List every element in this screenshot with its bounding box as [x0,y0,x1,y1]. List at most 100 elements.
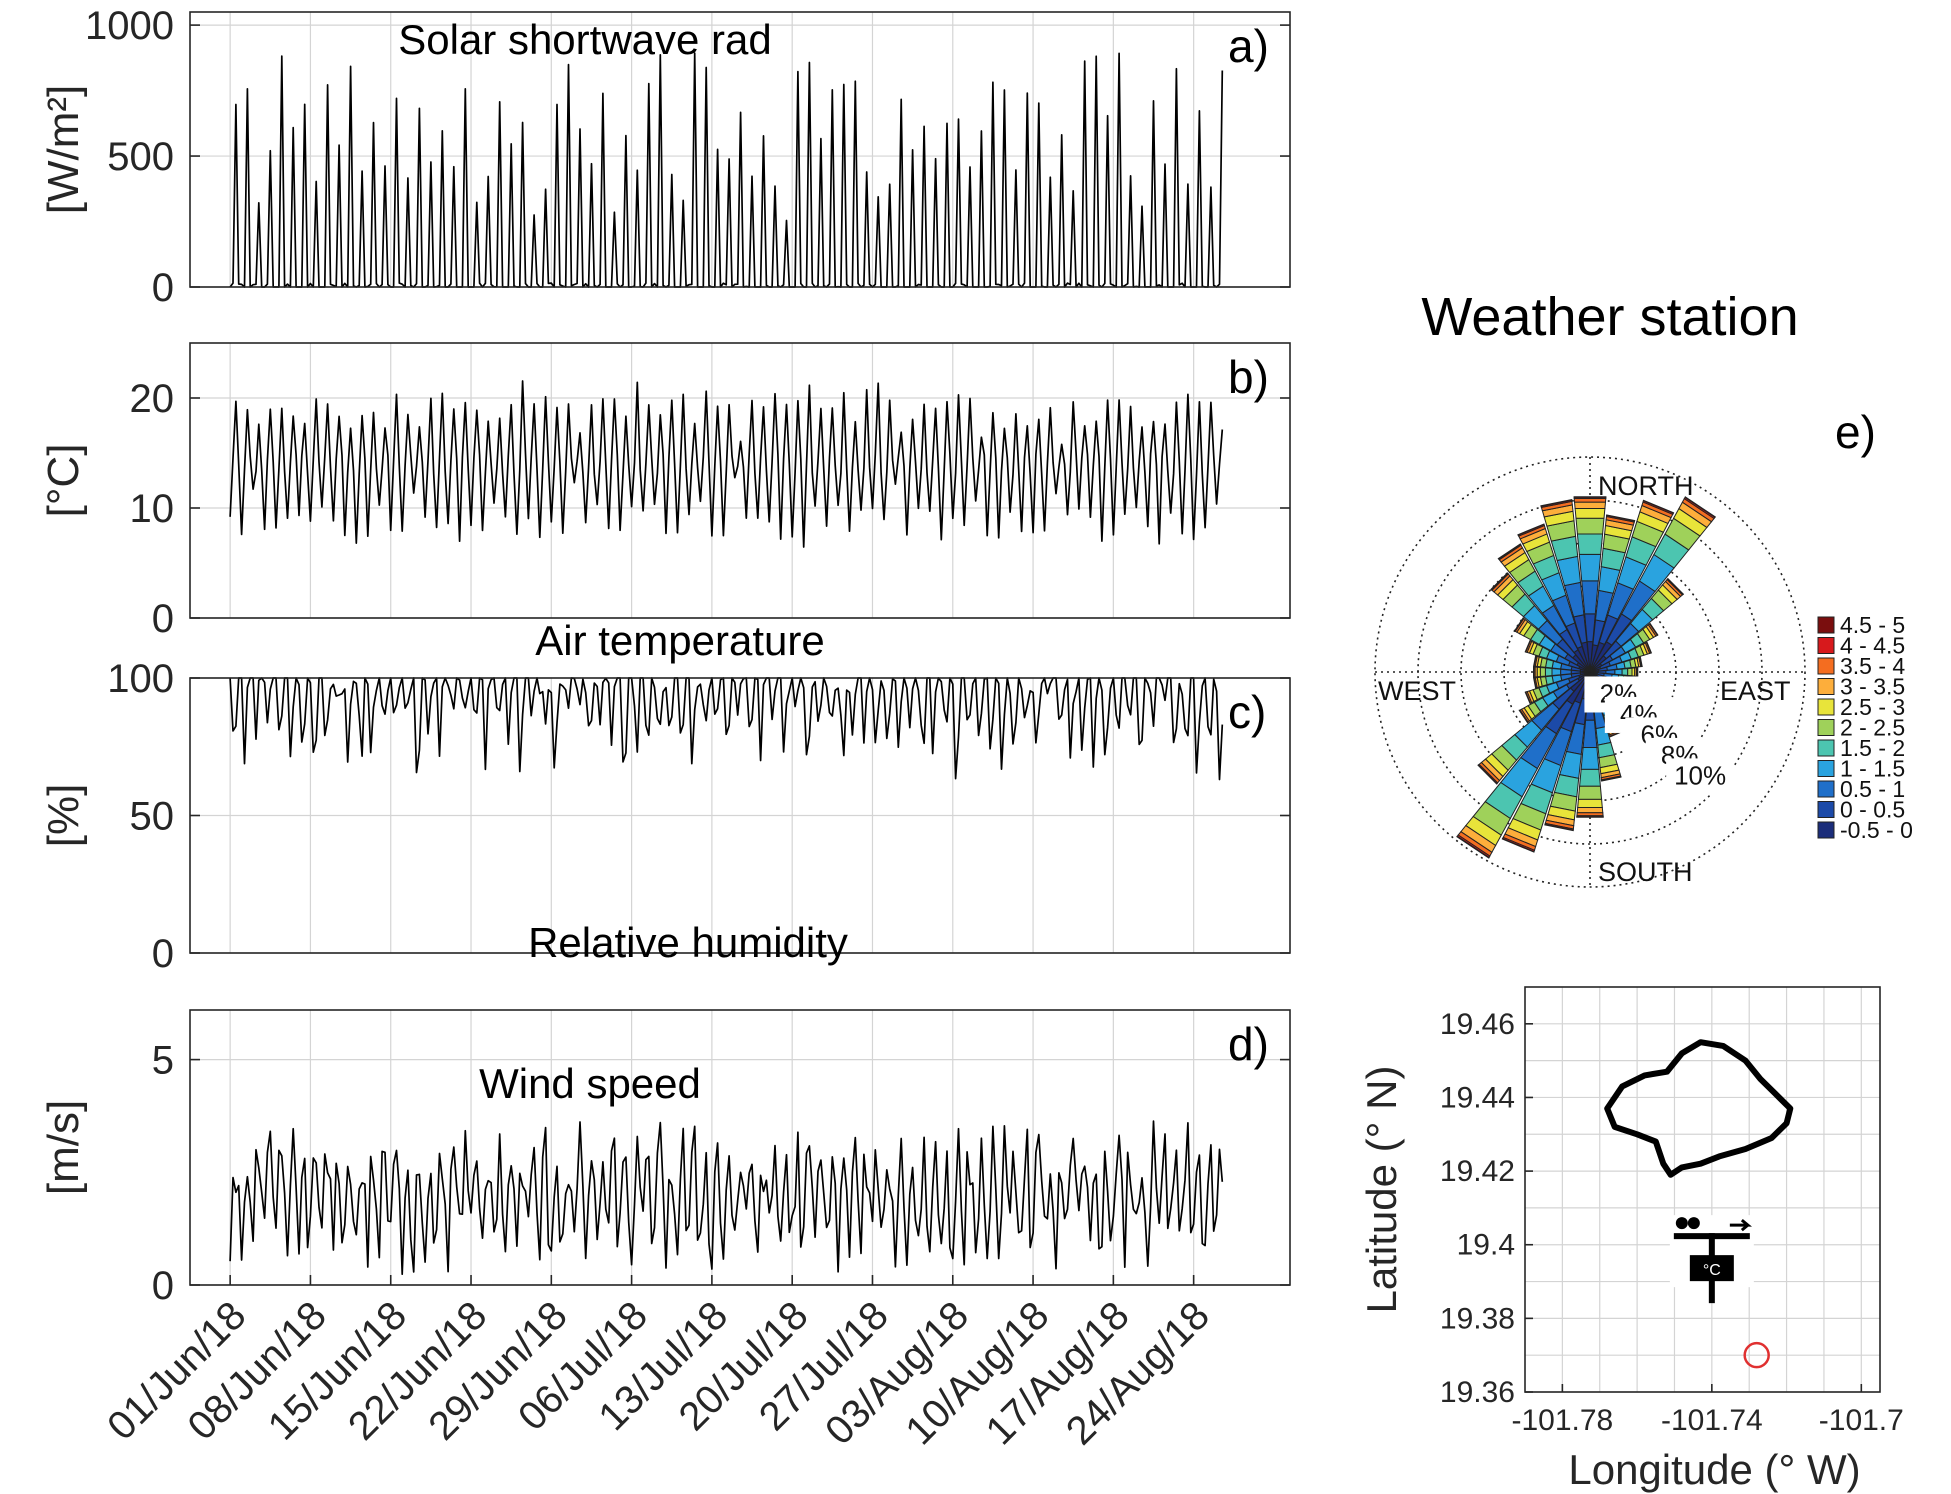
rose-petal-segment [1576,807,1604,814]
legend-label: 4 - 4.5 [1840,633,1905,659]
legend-swatch [1817,698,1835,716]
y-tick-label: 0 [152,597,174,641]
legend-swatch [1817,760,1835,777]
legend-label: 1.5 - 2 [1840,735,1905,761]
map-x-tick-label: -101.7 [1819,1404,1904,1437]
legend-swatch [1817,719,1835,736]
weather-station-title: Weather station [1421,287,1798,347]
rose-petal-segment [1577,785,1603,800]
legend-swatch [1817,739,1835,757]
y-tick-label: 5 [152,1039,174,1083]
rose-petal-segment [1621,668,1629,676]
panel-label-e: e) [1835,406,1876,458]
series-line-b [229,380,1224,548]
series-line-c [229,677,1224,781]
location-map: 19.36 19.38 19.4 19.42 19.44 19.46 -101.78 -101… [1358,986,1904,1493]
rose-petal-segment [1539,666,1546,678]
rose-ring [1374,456,1806,888]
legend-label: -0.5 - 0 [1840,817,1913,843]
rose-petal-segment [1544,667,1553,677]
legend-label: 2 - 2.5 [1840,715,1905,741]
rose-petal-segment [1518,709,1529,724]
y-tick-label: 0 [152,1264,174,1308]
legend-swatch [1817,678,1835,695]
panel-d-wind-speed: 0 5 Wind speed d) [m/s] [39,1009,1291,1308]
rose-petal-segment [1666,577,1685,596]
panel-label-b: b) [1228,351,1269,403]
legend-swatch [1817,801,1835,818]
map-x-axis-label: Longitude (° W) [1568,1446,1860,1493]
rose-petal-segment [1576,533,1604,555]
y-axis-label-d: [m/s] [39,1100,88,1195]
panel-label-a: a) [1228,20,1269,72]
rose-petal-segment [1501,837,1535,853]
map-x-tick-label: -101.74 [1661,1404,1763,1437]
rose-petal-segment [1573,496,1607,498]
rose-petal-segment [1477,764,1498,785]
rose-petal-segment [1645,641,1653,654]
map-y-tick-label: 19.36 [1440,1376,1515,1409]
rose-petal-segment [1580,747,1600,770]
axes-box-d [189,1009,1291,1286]
rose-petal-segment [1551,667,1562,677]
legend-label: 0.5 - 1 [1840,776,1905,802]
axes-box-c [189,677,1291,954]
rose-petal-segment [1582,719,1598,748]
rose-petal-segment [1574,508,1606,519]
y-tick-label: 0 [152,932,174,976]
y-axis-label-b: [°C] [39,444,88,518]
rose-petal-segment [1579,768,1601,787]
panel-c-relative-humidity: 0 50 100 Relative humidity c) [%] [39,657,1291,976]
legend-label: 1 - 1.5 [1840,756,1905,782]
rose-petal-segment [1524,639,1532,653]
rose-label-east: EAST [1720,676,1791,706]
legend-swatch [1817,657,1835,675]
y-axis-label-a: [W/m²] [39,85,88,215]
rose-petal-segment [1456,835,1490,859]
rose-petal-segment [1649,622,1659,636]
legend-label: 4.5 - 5 [1840,612,1905,638]
panel-label-d: d) [1228,1018,1269,1070]
y-axis-label-c: [%] [39,784,88,848]
rose-petal-segment [1573,501,1607,509]
rose-petal-segment [1544,823,1574,832]
axes-box-a [189,11,1291,288]
panel-label-c: c) [1228,686,1266,738]
legend-label: 3 - 3.5 [1840,674,1905,700]
anemometer-icon [1675,1217,1688,1230]
rose-ring-label-bg [1666,758,1735,795]
legend-swatch [1817,616,1835,634]
rose-petal-segment [1627,667,1633,677]
rose-petal-segment [1577,798,1603,808]
rose-petal-segment [1575,517,1605,535]
rose-petal-segment [1578,553,1602,582]
legend-label: 0 - 0.5 [1840,797,1905,823]
rose-petal-segment [1533,677,1537,689]
y-tick-label: 100 [107,657,174,701]
rose-petal-segment [1517,523,1545,536]
rose-petal-segment [1600,776,1622,782]
map-axes-box [1524,986,1881,1393]
panel-a-solar-radiation: 0 500 1000 Solar shortwave rad a) [W/m²] [39,4,1291,310]
series-line-a [229,52,1224,288]
axes-box-b [189,342,1291,619]
series-line-d [229,1120,1224,1276]
map-y-tick-label: 19.44 [1440,1081,1515,1114]
lake-outline [1604,1039,1794,1178]
rose-label-north: NORTH [1598,471,1694,501]
legend-swatch [1817,637,1835,654]
panel-title-c: Relative humidity [528,919,848,966]
rose-petal-segment [1513,617,1524,632]
y-tick-label: 50 [130,795,175,839]
anemometer-icon [1687,1217,1700,1230]
legend-swatch [1817,780,1835,798]
rose-petal-segment [1684,496,1717,518]
degree-icon: °C [1703,1262,1721,1279]
rose-ring-label: 10% [1674,760,1726,790]
map-y-axis-label: Latitude (° N) [1358,1066,1405,1314]
map-y-tick-label: 19.38 [1440,1302,1515,1335]
rose-petal-segment [1540,499,1573,507]
sampling-point-marker [1743,1341,1770,1369]
